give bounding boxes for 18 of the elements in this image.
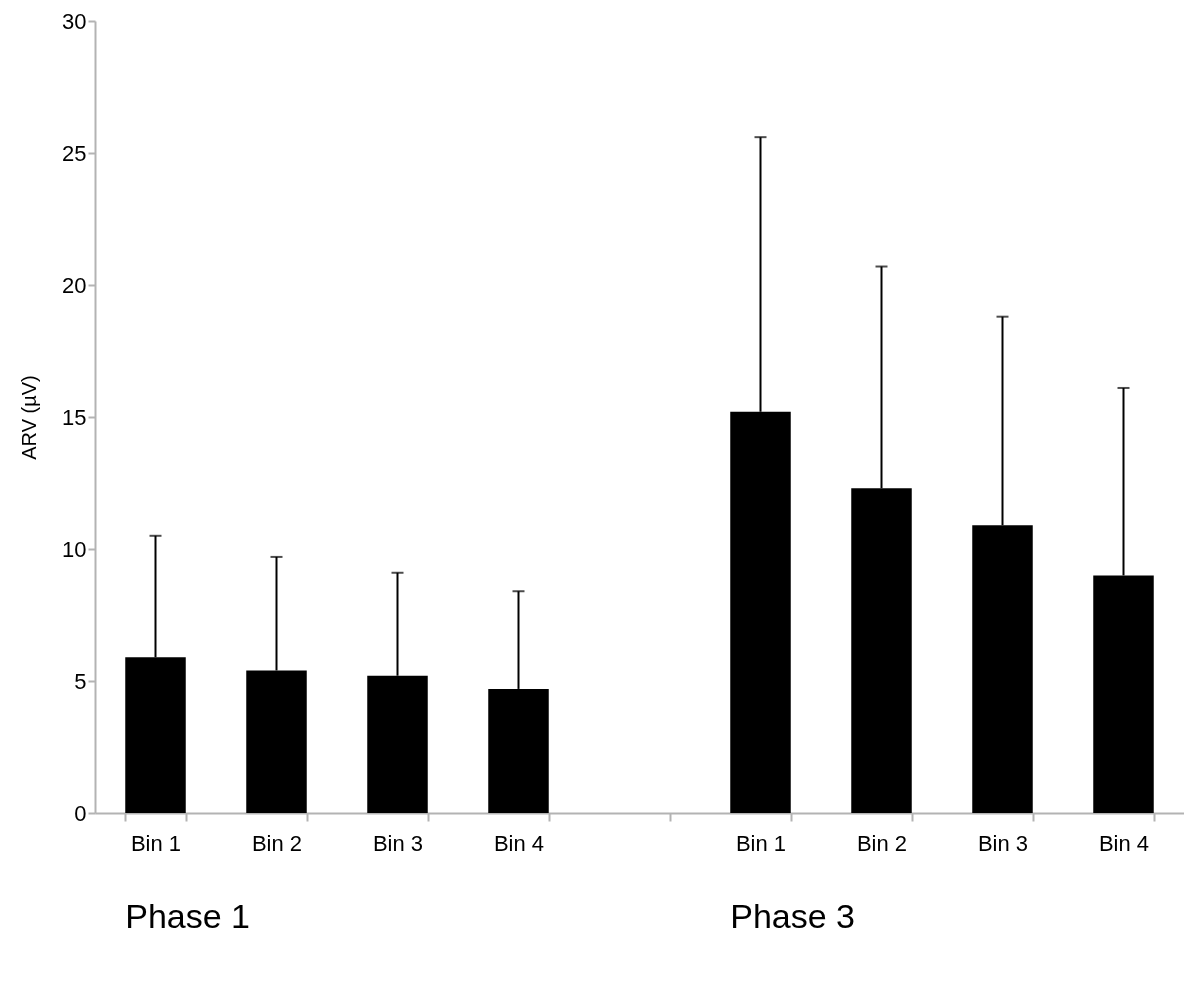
y-axis-title: ARV (µV) [18,375,41,460]
text: Phase 1 [125,896,251,937]
x-tick-label: Bin 2 [856,830,908,856]
y-tick-label: 5 [74,668,87,694]
x-tick-label: Bin 4 [1098,830,1150,856]
x-tick-label: Bin 4 [493,830,545,856]
text: Phase 3 [730,896,856,937]
x-tick-label: Bin 1 [735,830,787,856]
x-tick-label: Bin 3 [372,830,424,856]
y-tick-label: 25 [62,140,87,166]
y-tick-label: 10 [62,536,87,562]
y-tick-label: 30 [62,8,87,34]
y-tick-label: 15 [62,404,87,430]
x-tick-label: Bin 2 [251,830,303,856]
y-tick-label: 0 [74,800,87,826]
y-tick-label: 20 [62,272,87,298]
x-tick-label: Bin 3 [977,830,1029,856]
x-tick-label: Bin 1 [130,830,182,856]
